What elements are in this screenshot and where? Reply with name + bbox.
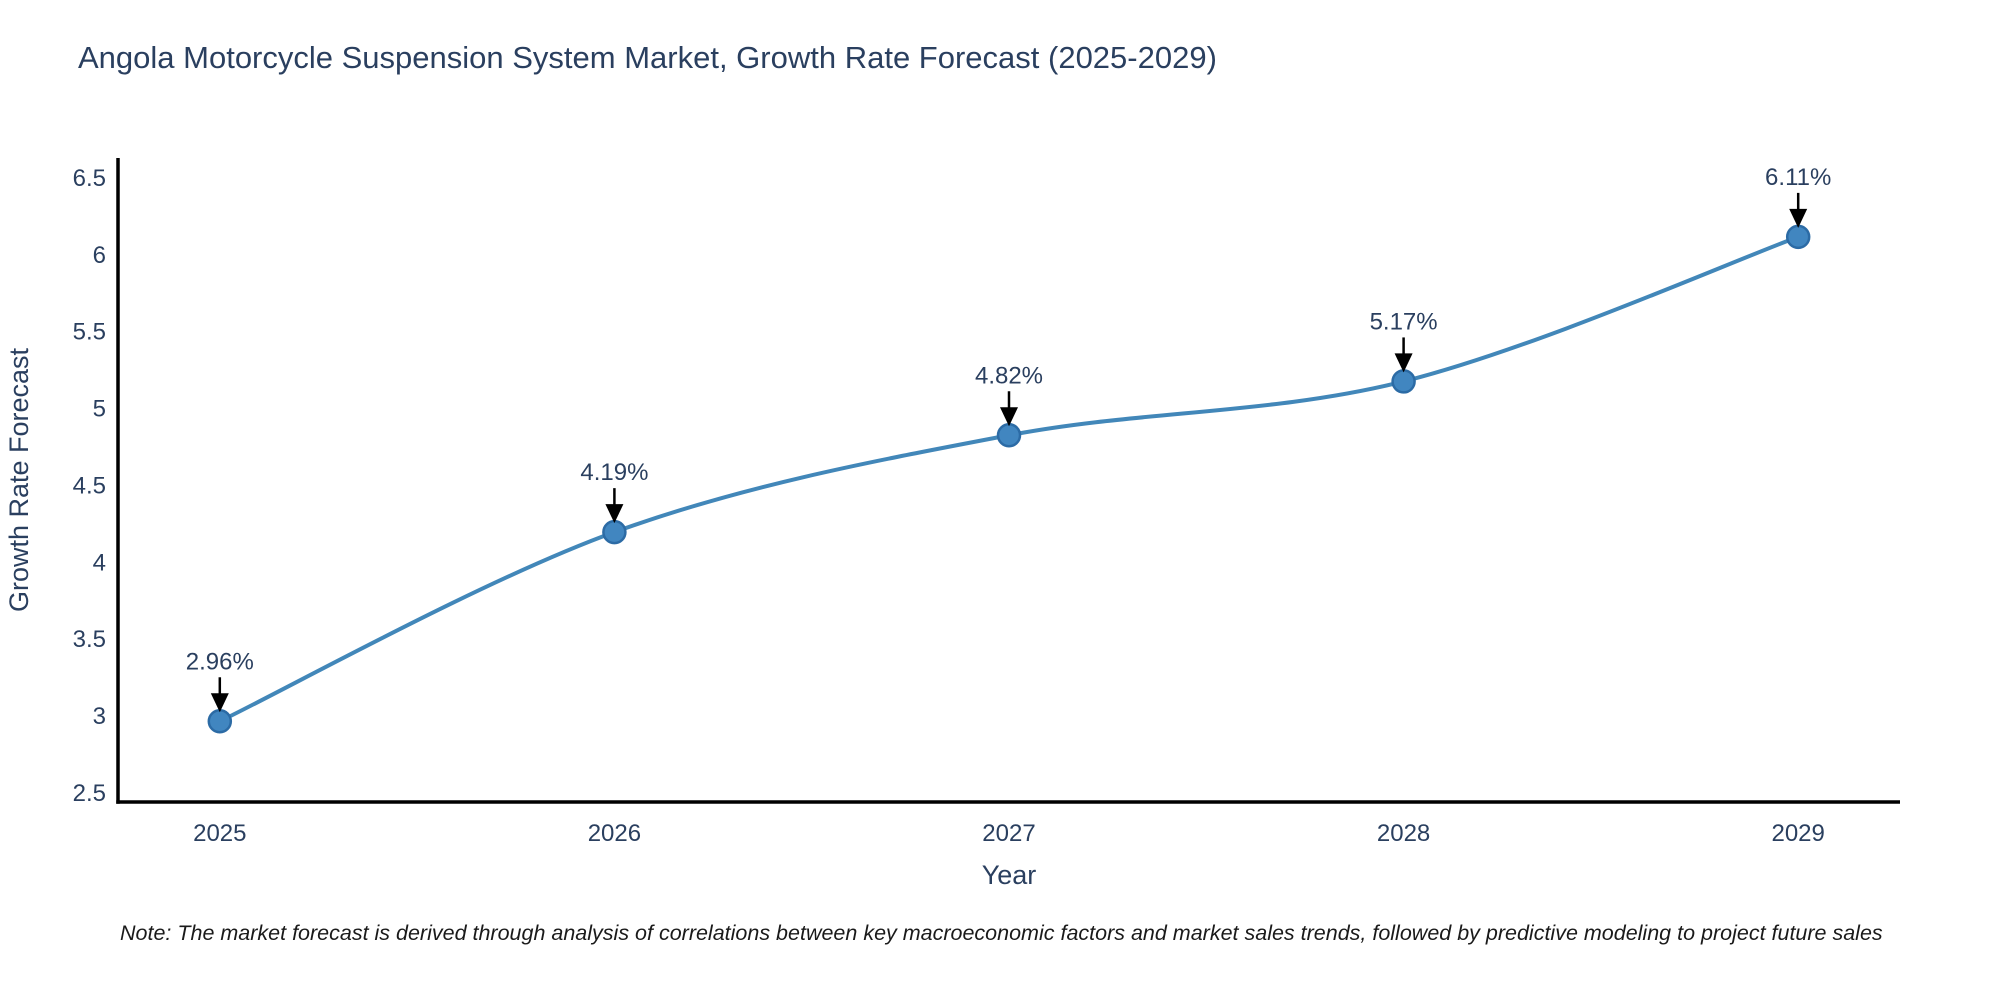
data-point-marker xyxy=(602,519,627,545)
data-point-marker xyxy=(207,709,233,734)
annotation-arrowhead xyxy=(210,693,229,713)
x-tick-label: 2028 xyxy=(1377,820,1430,847)
annotation-arrowhead xyxy=(1000,407,1018,427)
chart-title: Angola Motorcycle Suspension System Mark… xyxy=(78,40,1217,75)
data-point-marker xyxy=(996,423,1022,448)
annotation-label: 6.11% xyxy=(1765,164,1831,191)
x-tick-label: 2025 xyxy=(193,820,246,847)
y-tick-label: 6.5 xyxy=(73,165,106,192)
annotation-label: 4.19% xyxy=(580,459,648,486)
x-tick-label: 2029 xyxy=(1771,820,1824,847)
x-tick-label: 2026 xyxy=(588,820,641,847)
y-tick-label: 4 xyxy=(93,549,106,576)
y-axis-title: Growth Rate Forecast xyxy=(4,347,34,612)
annotation-arrowhead xyxy=(1789,208,1808,228)
series-line xyxy=(217,234,1801,724)
annotation-label: 5.17% xyxy=(1370,308,1438,335)
x-axis-title: Year xyxy=(982,860,1037,890)
footnote: Note: The market forecast is derived thr… xyxy=(120,921,1883,945)
y-axis-tick-labels: 2.5 3 3.5 4 4.5 5 5.5 6 6.5 xyxy=(73,165,106,807)
y-tick-label: 3.5 xyxy=(73,626,106,653)
data-point-marker xyxy=(1391,369,1416,394)
y-tick-label: 5 xyxy=(93,396,106,423)
annotation-label: 2.96% xyxy=(186,648,254,675)
point-annotations: 2.96% 4.19% 4.82% 5.17% 6.11% xyxy=(186,164,1831,713)
y-tick-label: 2.5 xyxy=(73,780,106,807)
y-tick-label: 4.5 xyxy=(73,472,106,499)
y-tick-label: 6 xyxy=(93,242,106,269)
data-point-markers xyxy=(207,224,1811,734)
data-point-marker xyxy=(1785,224,1811,250)
annotation-arrowhead xyxy=(1394,353,1413,373)
annotation-label: 4.82% xyxy=(975,362,1043,389)
x-axis-tick-labels: 2025 2026 2027 2028 2029 xyxy=(193,820,1825,847)
y-tick-label: 5.5 xyxy=(73,319,106,346)
x-tick-label: 2027 xyxy=(982,820,1035,847)
annotation-arrowhead xyxy=(605,504,624,524)
y-tick-label: 3 xyxy=(93,703,106,730)
